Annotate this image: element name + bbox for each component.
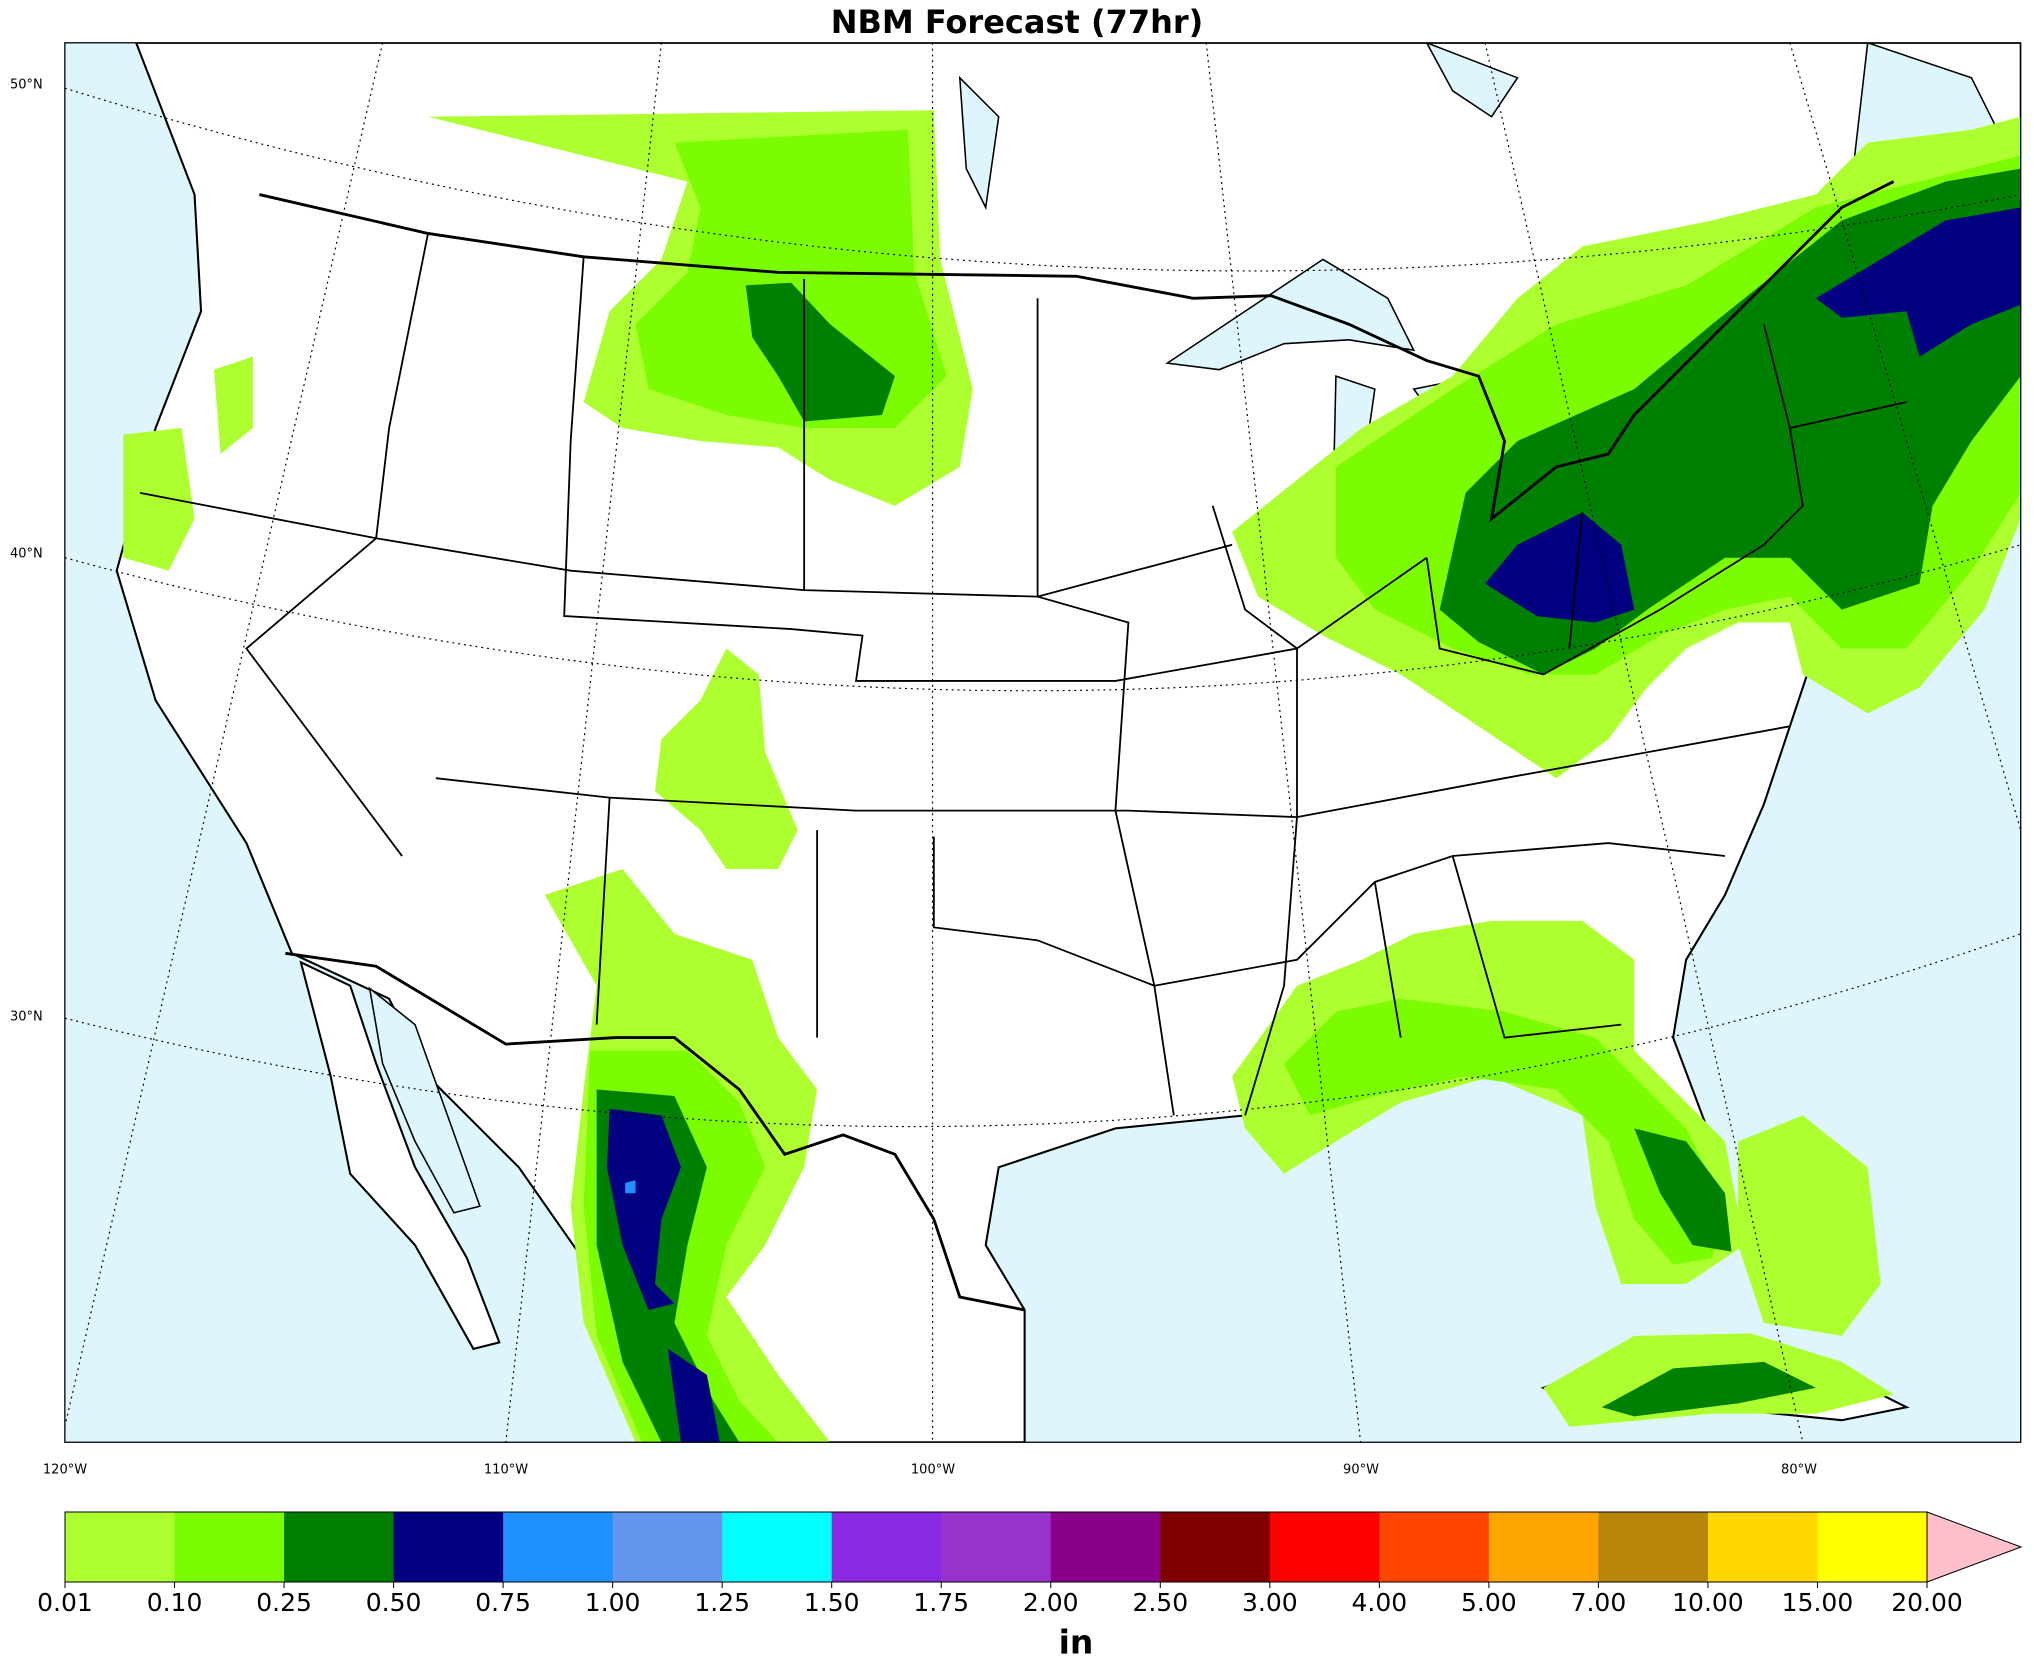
colorbar-segment (612, 1512, 723, 1582)
colorbar-tick-label: 1.75 (913, 1588, 969, 1617)
lon-label: 80°W (1781, 1463, 1817, 1478)
colorbar-tick-label: 0.01 (37, 1588, 93, 1617)
lon-label: 90°W (1343, 1463, 1379, 1478)
lat-label: 30°N (10, 1010, 43, 1025)
colorbar-tick-label: 20.00 (1891, 1588, 1963, 1617)
colorbar-segment (941, 1512, 1052, 1582)
colorbar-segment (722, 1512, 833, 1582)
lat-label: 40°N (10, 547, 43, 562)
colorbar-tick-label: 1.25 (694, 1588, 750, 1617)
map (64, 42, 2022, 1443)
colorbar-segment (393, 1512, 504, 1582)
colorbar-tick-label: 3.00 (1242, 1588, 1298, 1617)
lon-label: 120°W (43, 1463, 87, 1478)
lon-label: 100°W (911, 1463, 955, 1478)
colorbar-segment (503, 1512, 614, 1582)
colorbar-segment (1707, 1512, 1818, 1582)
colorbar-tick-label: 0.25 (256, 1588, 312, 1617)
colorbar-tick-label: 1.00 (585, 1588, 641, 1617)
colorbar-tick-label: 0.75 (475, 1588, 531, 1617)
colorbar-tick-label: 5.00 (1461, 1588, 1517, 1617)
colorbar-outline (64, 1511, 1927, 1583)
colorbar: 0.01 0.10 0.25 0.50 0.75 1.00 1.25 1.50 1.75 2.00… (37, 1511, 2023, 1662)
colorbar-segment (1269, 1512, 1380, 1582)
colorbar-segment (1160, 1512, 1271, 1582)
graticule (64, 42, 2021, 1443)
colorbar-tick-label: 0.50 (366, 1588, 422, 1617)
colorbar-tick-label: 4.00 (1352, 1588, 1408, 1617)
lat-label: 50°N (10, 78, 43, 93)
colorbar-segment (1817, 1512, 1928, 1582)
colorbar-segment (174, 1512, 285, 1582)
colorbar-tick-label: 2.50 (1132, 1588, 1188, 1617)
graticule-labels: 50°N 40°N 30°N 120°W 110°W 100°W 90°W 80… (10, 78, 1817, 1478)
colorbar-tick-label: 0.10 (147, 1588, 203, 1617)
colorbar-tick-label: 10.00 (1672, 1588, 1744, 1617)
colorbar-segment (1598, 1512, 1709, 1582)
colorbar-segment (1050, 1512, 1161, 1582)
lon-label: 110°W (484, 1463, 528, 1478)
precipitation (123, 110, 2021, 1443)
colorbar-segment (284, 1512, 395, 1582)
colorbar-segment (831, 1512, 942, 1582)
colorbar-tick-label: 15.00 (1782, 1588, 1854, 1617)
title: NBM Forecast (77hr) (831, 3, 1204, 41)
colorbar-segment (1488, 1512, 1599, 1582)
colorbar-tick-label: 2.00 (1023, 1588, 1079, 1617)
colorbar-tick-label: 1.50 (804, 1588, 860, 1617)
colorbar-extension (1926, 1511, 2023, 1583)
colorbar-segment (65, 1512, 176, 1582)
colorbar-tick-label: 7.00 (1571, 1588, 1627, 1617)
colorbar-segment (1379, 1512, 1490, 1582)
colorbar-label: in (1059, 1623, 1094, 1662)
